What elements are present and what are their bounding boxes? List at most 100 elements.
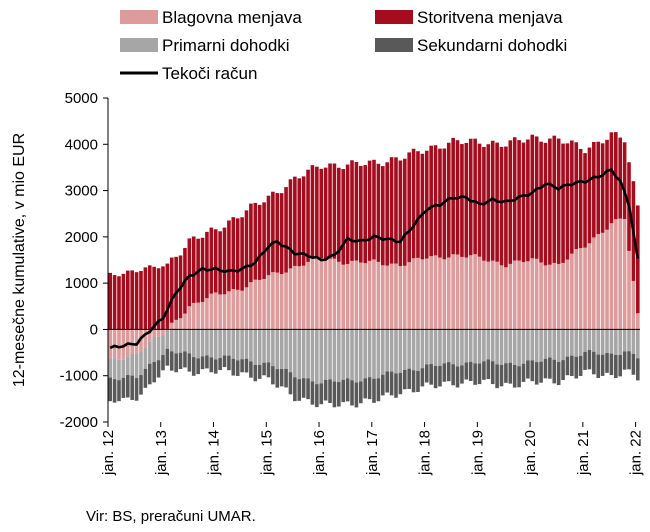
bar-storitvena-menjava-48 <box>319 168 324 259</box>
bar-sekundarni-dohodki-18 <box>187 353 192 372</box>
bar-sekundarni-dohodki-64 <box>389 371 394 396</box>
bar-sekundarni-dohodki-90 <box>504 363 508 383</box>
bar-sekundarni-dohodki-26 <box>222 355 227 368</box>
bar-storitvena-menjava-51 <box>332 163 337 259</box>
bar-primarni-dohodki-85 <box>482 329 486 362</box>
bar-primarni-dohodki-81 <box>464 329 469 363</box>
bar-sekundarni-dohodki-50 <box>328 379 332 404</box>
bar-storitvena-menjava-23 <box>209 227 214 294</box>
bar-primarni-dohodki-40 <box>284 329 288 369</box>
bar-primarni-dohodki-77 <box>446 329 451 363</box>
legend-swatch-sekundarni-dohodki <box>375 38 413 52</box>
bar-primarni-dohodki-52 <box>337 329 341 383</box>
bar-blagovna-menjava-60 <box>372 259 376 330</box>
bar-blagovna-menjava-61 <box>376 261 381 330</box>
bar-blagovna-menjava-67 <box>402 265 407 330</box>
bar-primarni-dohodki-101 <box>552 329 557 360</box>
bar-primarni-dohodki-112 <box>600 329 605 355</box>
bar-primarni-dohodki-5 <box>130 353 134 376</box>
bar-storitvena-menjava-37 <box>271 191 275 273</box>
bar-blagovna-menjava-113 <box>605 229 609 330</box>
bar-sekundarni-dohodki-29 <box>235 360 240 376</box>
bar-storitvena-menjava-11 <box>156 268 161 330</box>
bar-blagovna-menjava-7 <box>139 329 143 353</box>
bar-blagovna-menjava-84 <box>477 256 482 330</box>
bar-primarni-dohodki-59 <box>367 329 372 378</box>
line-layer <box>109 168 640 350</box>
bar-storitvena-menjava-33 <box>253 202 258 280</box>
bar-primarni-dohodki-55 <box>350 329 354 381</box>
bar-primarni-dohodki-49 <box>323 329 328 380</box>
bar-storitvena-menjava-0 <box>108 272 113 330</box>
bar-storitvena-menjava-3 <box>121 273 126 330</box>
y-tick-label: -2000 <box>60 414 98 431</box>
bar-storitvena-menjava-68 <box>407 152 411 263</box>
legend-label: Sekundarni dohodki <box>417 36 567 55</box>
x-tick-label: jan. 12 <box>100 430 117 476</box>
bar-primarni-dohodki-92 <box>512 329 517 365</box>
bar-sekundarni-dohodki-77 <box>446 362 451 382</box>
bar-sekundarni-dohodki-97 <box>534 362 539 385</box>
bar-blagovna-menjava-79 <box>455 254 460 330</box>
bar-primarni-dohodki-69 <box>411 329 416 371</box>
bar-blagovna-menjava-63 <box>385 265 389 330</box>
bar-sekundarni-dohodki-35 <box>262 362 266 376</box>
y-tick-label: 0 <box>90 321 98 338</box>
bar-blagovna-menjava-0 <box>108 329 113 360</box>
bar-blagovna-menjava-26 <box>222 294 227 330</box>
bar-sekundarni-dohodki-20 <box>196 358 200 375</box>
x-tick-label: jan. 16 <box>311 430 328 476</box>
bar-storitvena-menjava-29 <box>235 218 240 290</box>
x-tick-label: jan. 21 <box>575 430 592 476</box>
bar-sekundarni-dohodki-98 <box>539 361 543 383</box>
bar-sekundarni-dohodki-74 <box>433 365 438 389</box>
legend-swatch-storitvena-menjava <box>375 10 413 24</box>
bar-storitvena-menjava-105 <box>570 140 574 254</box>
bar-sekundarni-dohodki-52 <box>337 382 341 407</box>
bar-sekundarni-dohodki-102 <box>556 361 561 386</box>
bar-primarni-dohodki-110 <box>592 329 596 352</box>
bar-sekundarni-dohodki-119 <box>631 353 636 375</box>
bar-primarni-dohodki-37 <box>271 329 275 367</box>
bar-sekundarni-dohodki-73 <box>429 364 433 385</box>
bar-blagovna-menjava-66 <box>398 266 403 330</box>
bar-blagovna-menjava-23 <box>209 293 214 330</box>
bar-sekundarni-dohodki-5 <box>130 375 134 400</box>
bar-sekundarni-dohodki-103 <box>561 360 565 381</box>
bar-storitvena-menjava-58 <box>363 165 368 264</box>
bar-sekundarni-dohodki-71 <box>420 368 425 387</box>
bar-blagovna-menjava-25 <box>218 294 222 330</box>
bar-sekundarni-dohodki-1 <box>112 379 117 403</box>
bar-blagovna-menjava-100 <box>548 264 552 330</box>
bar-storitvena-menjava-15 <box>174 256 178 320</box>
bar-primarni-dohodki-91 <box>508 329 513 363</box>
bar-sekundarni-dohodki-94 <box>521 363 526 382</box>
bar-sekundarni-dohodki-23 <box>209 357 214 373</box>
bar-storitvena-menjava-1 <box>112 275 117 330</box>
bar-sekundarni-dohodki-111 <box>596 354 601 379</box>
bar-primarni-dohodki-11 <box>156 336 161 361</box>
bar-primarni-dohodki-15 <box>174 329 178 354</box>
bar-storitvena-menjava-116 <box>618 137 623 219</box>
bar-blagovna-menjava-42 <box>293 265 297 330</box>
bar-primarni-dohodki-38 <box>275 329 280 370</box>
bar-primarni-dohodki-7 <box>139 352 143 376</box>
bar-blagovna-menjava-91 <box>508 263 513 330</box>
bar-blagovna-menjava-3 <box>121 329 126 360</box>
bar-sekundarni-dohodki-38 <box>275 369 280 388</box>
bar-sekundarni-dohodki-55 <box>350 380 354 406</box>
bar-blagovna-menjava-22 <box>205 298 209 330</box>
bar-storitvena-menjava-78 <box>451 137 455 255</box>
bar-blagovna-menjava-14 <box>169 322 174 330</box>
y-tick-label: 5000 <box>65 90 98 107</box>
bar-sekundarni-dohodki-104 <box>565 356 570 376</box>
bar-sekundarni-dohodki-61 <box>376 378 381 402</box>
bar-blagovna-menjava-114 <box>609 223 614 330</box>
bar-storitvena-menjava-4 <box>125 270 130 330</box>
legend-label: Primarni dohodki <box>162 36 290 55</box>
bar-primarni-dohodki-94 <box>521 329 526 364</box>
bar-blagovna-menjava-76 <box>442 259 447 330</box>
bar-primarni-dohodki-76 <box>442 329 447 364</box>
bar-primarni-dohodki-57 <box>359 329 363 382</box>
bar-blagovna-menjava-19 <box>191 302 196 330</box>
